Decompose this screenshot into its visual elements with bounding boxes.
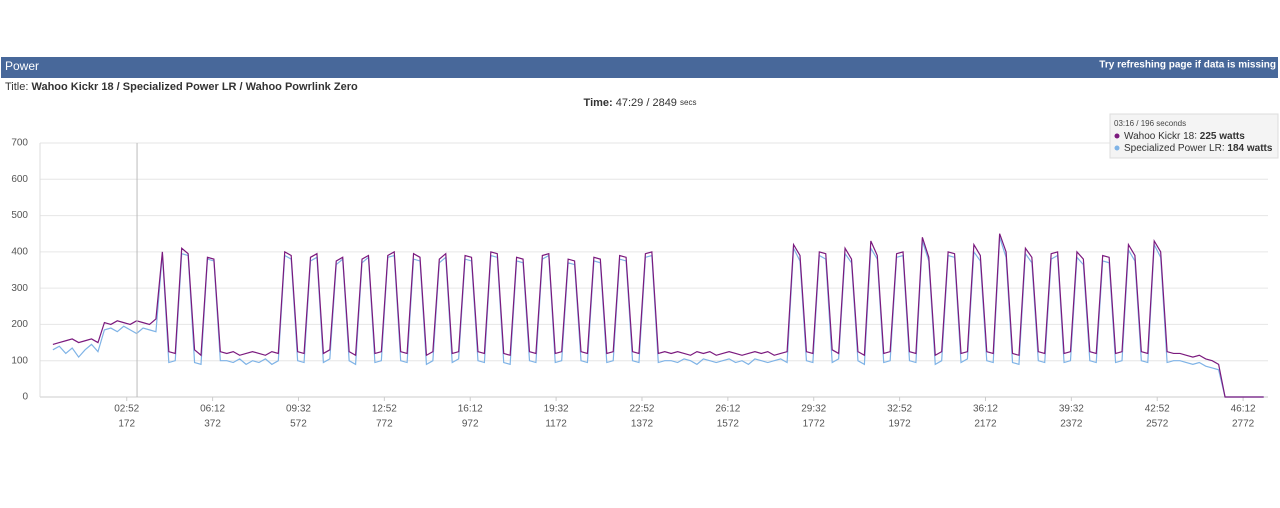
- ride-label: Title:: [5, 81, 28, 93]
- tooltip-value: 225: [1200, 131, 1217, 142]
- y-tick-label: 200: [11, 319, 28, 330]
- y-tick-label: 700: [11, 138, 28, 149]
- y-tick-label: 500: [11, 210, 28, 221]
- legend-label: Specialized Power LR: [1124, 143, 1222, 154]
- x-tick-label: 06:12: [200, 404, 225, 415]
- tooltip-seconds: 196: [1141, 119, 1155, 128]
- x-tick-seconds: 1972: [888, 419, 911, 430]
- x-tick-seconds: 372: [204, 419, 221, 430]
- x-tick-label: 16:12: [458, 404, 483, 415]
- tooltip-value: 184: [1227, 143, 1244, 154]
- x-tick-seconds: 1572: [717, 419, 740, 430]
- x-tick-label: 29:32: [801, 404, 826, 415]
- time-label: Time:: [584, 97, 613, 109]
- tooltip-unit: watts: [1218, 131, 1245, 142]
- ride-name: Wahoo Kickr 18 / Specialized Power LR / …: [32, 81, 358, 93]
- x-tick-seconds: 2172: [974, 419, 997, 430]
- x-tick-seconds: 2772: [1232, 419, 1255, 430]
- tooltip: 03:16 / 196 seconds Wahoo Kickr 18: 225 …: [1109, 113, 1279, 159]
- time-value: 47:29: [616, 97, 644, 109]
- ride-title: Title: Wahoo Kickr 18 / Specialized Powe…: [5, 81, 358, 93]
- tooltip-seconds-unit: seconds: [1156, 119, 1186, 128]
- legend-label: Wahoo Kickr 18: [1124, 131, 1195, 142]
- tooltip-unit: watts: [1246, 143, 1273, 154]
- x-tick-label: 32:52: [887, 404, 912, 415]
- x-tick-seconds: 772: [376, 419, 393, 430]
- x-tick-label: 09:32: [286, 404, 311, 415]
- x-tick-seconds: 1772: [803, 419, 826, 430]
- header-note: Try refreshing page if data is missing: [1099, 60, 1276, 71]
- y-tick-label: 0: [22, 392, 28, 403]
- x-tick-label: 19:32: [544, 404, 569, 415]
- x-tick-label: 42:52: [1145, 404, 1170, 415]
- time-unit: secs: [680, 98, 696, 107]
- x-tick-seconds: 2372: [1060, 419, 1083, 430]
- x-tick-seconds: 572: [290, 419, 307, 430]
- x-tick-label: 26:12: [715, 404, 740, 415]
- header-title: Power: [5, 59, 39, 73]
- plot: 0 100 200 300 400 500 600 700 02:52 172 06:12 372 09…: [11, 138, 1268, 430]
- x-tick-label: 12:52: [372, 404, 397, 415]
- legend-marker: [1114, 145, 1120, 151]
- tooltip-row: Specialized Power LR: 184 watts: [1124, 143, 1273, 154]
- x-tick-seconds: 2572: [1146, 419, 1169, 430]
- x-tick-label: 02:52: [114, 404, 139, 415]
- x-tick-seconds: 972: [462, 419, 479, 430]
- legend-marker: [1114, 133, 1120, 139]
- time-seconds: 2849: [652, 97, 676, 109]
- x-tick-label: 39:32: [1059, 404, 1084, 415]
- series-line: [52, 237, 1264, 398]
- x-tick-label: 46:12: [1231, 404, 1256, 415]
- y-tick-label: 400: [11, 246, 28, 257]
- header-bar: [1, 57, 1278, 78]
- x-tick-seconds: 172: [118, 419, 135, 430]
- x-tick-seconds: 1172: [545, 419, 567, 430]
- x-tick-label: 36:12: [973, 404, 998, 415]
- x-tick-label: 22:52: [629, 404, 654, 415]
- y-tick-label: 300: [11, 283, 28, 294]
- series-line: [52, 233, 1264, 398]
- tooltip-clock: 03:16: [1114, 119, 1135, 128]
- y-tick-label: 100: [11, 355, 28, 366]
- tooltip-time: 03:16 / 196 seconds: [1114, 119, 1186, 128]
- y-tick-label: 600: [11, 174, 28, 185]
- ride-time: Time: 47:29 / 2849 secs: [584, 97, 697, 109]
- tooltip-row: Wahoo Kickr 18: 225 watts: [1124, 131, 1245, 142]
- x-tick-seconds: 1372: [631, 419, 654, 430]
- tooltip-box: [1109, 113, 1279, 159]
